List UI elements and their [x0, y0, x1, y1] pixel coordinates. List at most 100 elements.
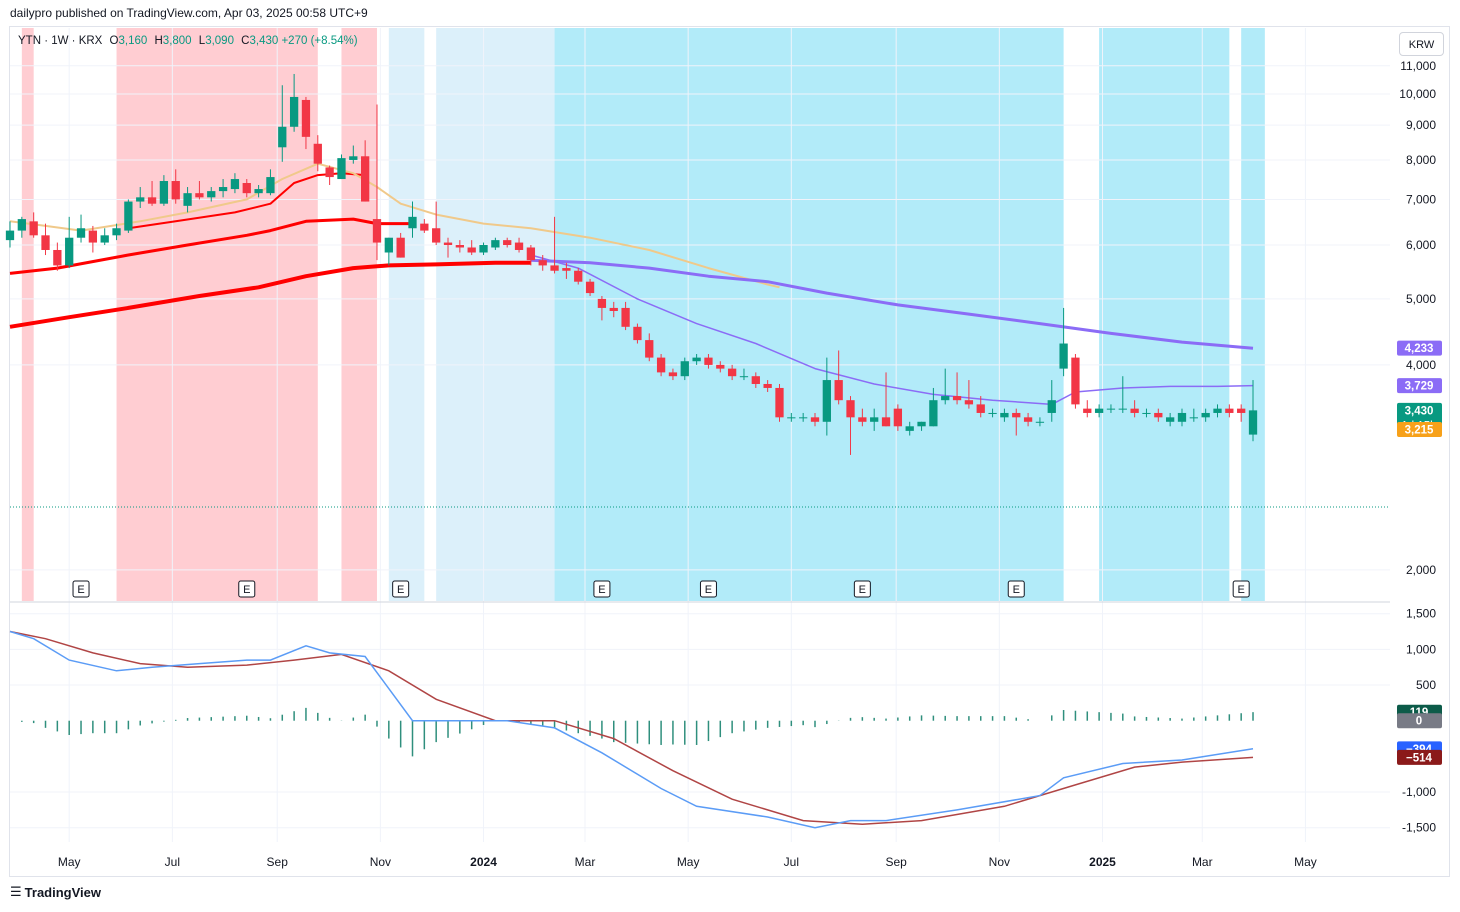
candle-body: [195, 193, 204, 198]
time-axis: May Jul Sep Nov 2024 Mar May Jul Sep Nov 2025 Mar Ma…: [58, 855, 1317, 869]
candle-body: [65, 237, 74, 266]
candle: [1248, 380, 1258, 442]
earnings-marker: E: [1232, 580, 1250, 598]
candle-body: [716, 364, 725, 369]
candle: [1118, 376, 1127, 413]
candle: [384, 237, 393, 266]
candle: [538, 255, 547, 271]
tradingview-logo-icon: ☰: [10, 885, 22, 900]
candle-body: [301, 99, 311, 137]
candle-body: [254, 189, 263, 194]
candle-body: [917, 421, 926, 427]
candle-body: [704, 357, 713, 365]
candle-body: [787, 417, 796, 419]
candle: [550, 216, 559, 274]
x-tick-label: 2025: [1089, 855, 1116, 869]
candle-body: [881, 417, 891, 427]
candle-body: [88, 230, 98, 243]
candle-body: [1213, 408, 1222, 413]
candle: [562, 262, 571, 279]
candle: [881, 372, 891, 427]
y-tick-label: 7,000: [1406, 192, 1436, 206]
candle: [526, 245, 536, 266]
y-tick-label: 5,000: [1406, 292, 1436, 306]
candle: [574, 268, 583, 285]
currency-button[interactable]: KRW: [1399, 32, 1444, 56]
candle: [1142, 408, 1151, 418]
candle-body: [325, 167, 334, 178]
brand-name: TradingView: [24, 885, 101, 900]
price-tag-bg: [1397, 340, 1442, 356]
earnings-marker: E: [238, 580, 256, 598]
candle: [349, 145, 358, 164]
close-value: 3,430: [249, 35, 279, 47]
candle-body: [621, 307, 630, 327]
candle-body: [408, 216, 417, 229]
candle-body: [692, 357, 701, 362]
macd-tick-label: 500: [1416, 678, 1436, 692]
earnings-label: E: [598, 584, 605, 596]
earnings-box: [853, 580, 871, 598]
candle: [716, 361, 725, 373]
candle: [76, 214, 86, 243]
candle: [810, 412, 820, 427]
earnings-marker: E: [699, 580, 717, 598]
x-tick-label: Mar: [1192, 855, 1213, 869]
candle-body: [526, 247, 536, 261]
candle: [1071, 354, 1080, 409]
candle: [230, 173, 240, 194]
candle: [408, 201, 417, 238]
x-tick-label: Mar: [575, 855, 596, 869]
candle-body: [124, 201, 133, 231]
candle: [467, 240, 476, 256]
candle-body: [1023, 417, 1033, 422]
candle: [952, 372, 962, 405]
candle: [1083, 400, 1092, 418]
candle-body: [550, 265, 559, 271]
candle-body: [420, 223, 429, 231]
x-tick-label: May: [677, 855, 700, 869]
candle: [870, 408, 879, 431]
candle: [633, 323, 642, 344]
candle-body: [739, 376, 749, 378]
candle: [1035, 417, 1045, 427]
price-tag-bg: [1397, 378, 1442, 394]
candle: [585, 278, 595, 296]
macd-tick-label: -1,500: [1402, 821, 1436, 835]
candle: [361, 140, 370, 202]
candle-body: [574, 270, 583, 282]
candle: [183, 187, 192, 213]
candle-body: [680, 361, 689, 377]
candle-body: [384, 237, 393, 253]
earnings-label: E: [1013, 584, 1020, 596]
shaded-zones: [21, 28, 1265, 601]
candle: [893, 404, 903, 431]
shaded-zone: [21, 28, 34, 601]
candle-body: [17, 219, 26, 231]
earnings-label: E: [243, 584, 250, 596]
candle: [207, 187, 216, 202]
candle: [964, 380, 974, 409]
earnings-marker: E: [1007, 580, 1025, 598]
candle: [680, 357, 689, 381]
candle-body: [159, 181, 169, 204]
candle-body: [846, 400, 855, 418]
y-tick-label: 11,000: [1400, 59, 1436, 73]
y-tick-label: 8,000: [1406, 153, 1436, 167]
candle-body: [609, 307, 618, 311]
candle-body: [218, 187, 228, 192]
earnings-marker: E: [593, 580, 611, 598]
candle-body: [763, 383, 772, 388]
candle-body: [799, 417, 808, 419]
candle: [988, 408, 997, 418]
candle: [787, 412, 796, 422]
shaded-zone: [388, 28, 425, 601]
candle-body: [5, 230, 15, 241]
candle: [301, 96, 311, 150]
candle-body: [183, 193, 192, 206]
candle-body: [1201, 412, 1210, 418]
candle-body: [1154, 412, 1163, 418]
candle-body: [964, 400, 974, 405]
macd-histogram: [21, 707, 1254, 757]
